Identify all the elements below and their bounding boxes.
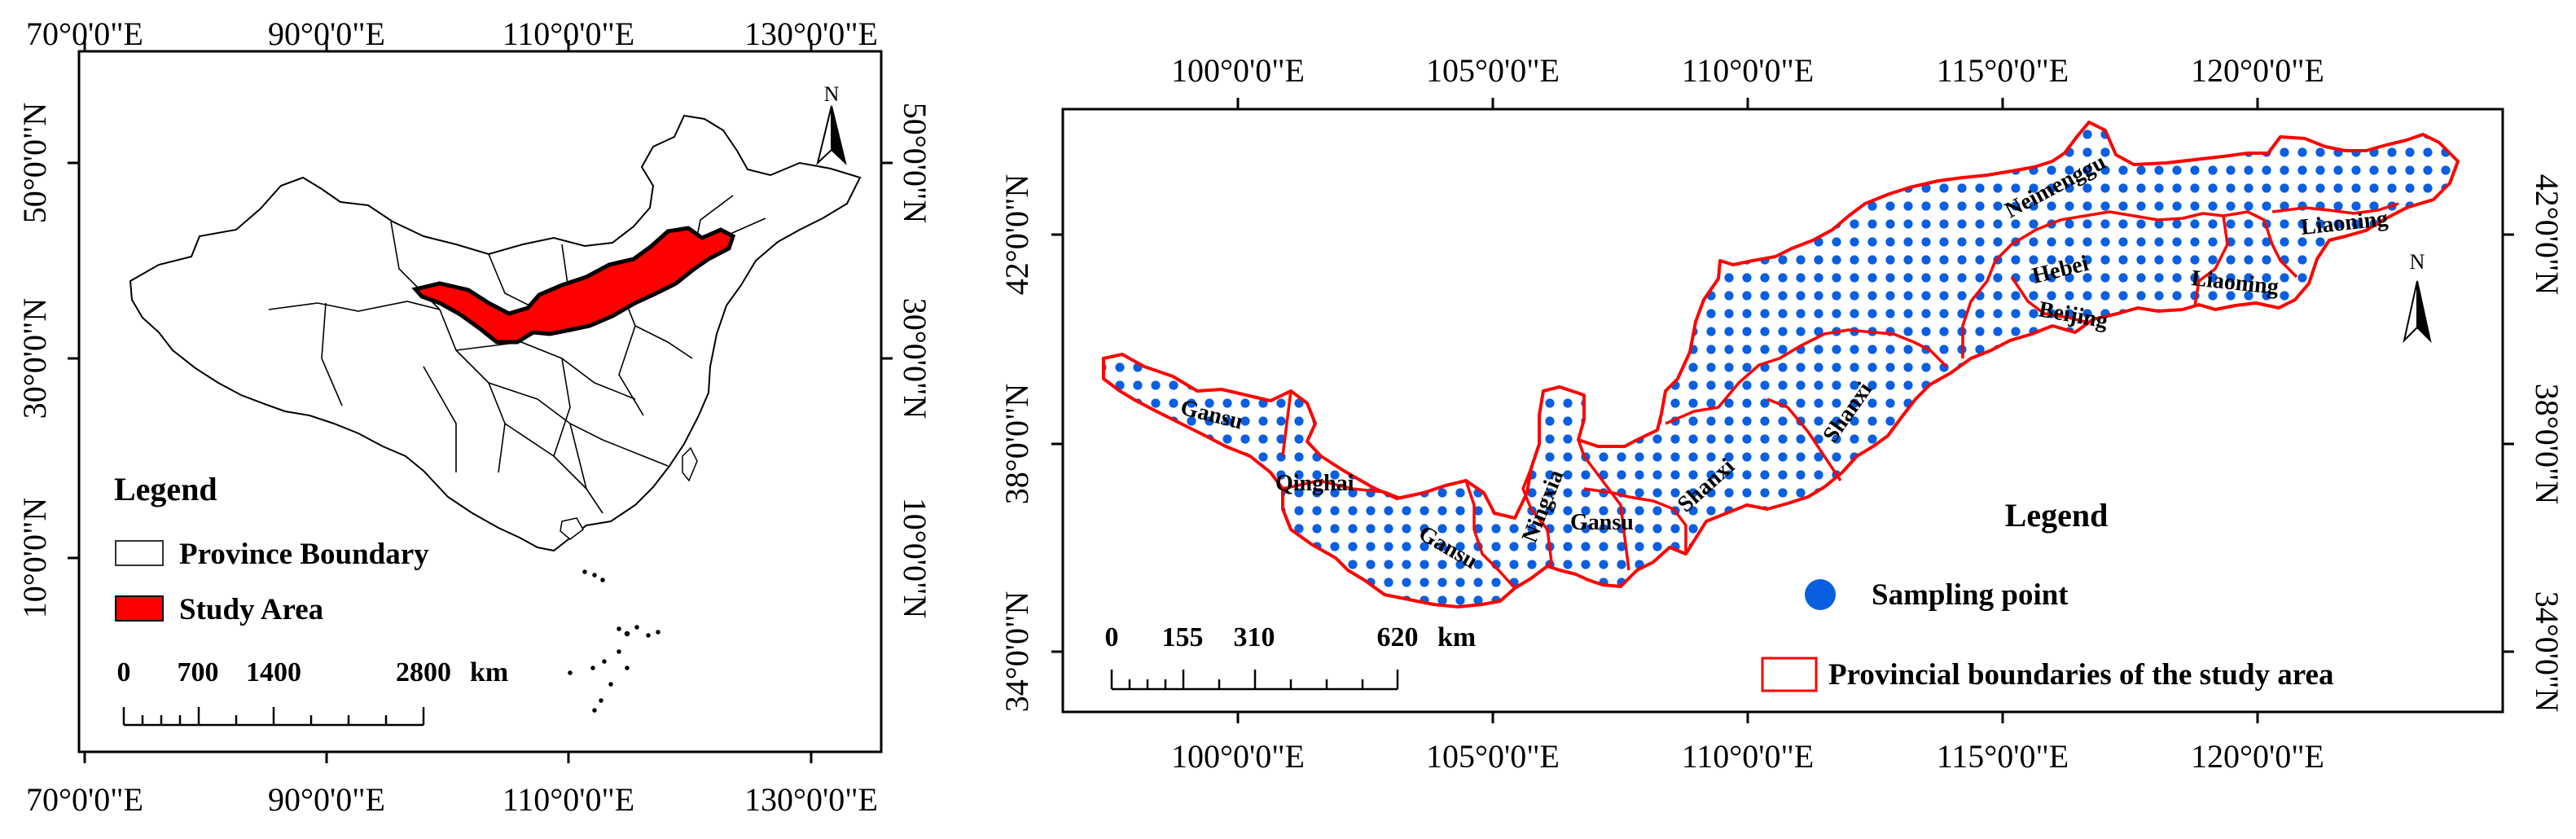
overview-map: 70°0'0"E 90°0'0"E 110°0'0"E 130°0'0"E 70… <box>16 15 933 818</box>
overview-lon-label-top-4: 130°0'0"E <box>744 15 878 52</box>
detail-lat-label-left-1: 42°0'0"N <box>998 174 1035 295</box>
overview-lon-label-bottom-3: 110°0'0"E <box>502 781 634 818</box>
overview-lon-label-top-3: 110°0'0"E <box>502 15 634 52</box>
islands <box>560 446 698 713</box>
overview-lat-label-left-3: 10°0'0"N <box>16 498 53 618</box>
overview-scale-0: 0 <box>117 657 131 687</box>
detail-lon-label-bottom-1: 100°0'0"E <box>1171 738 1305 775</box>
overview-lon-label-bottom-2: 90°0'0"E <box>268 781 385 818</box>
detail-lat-label-left-2: 38°0'0"N <box>998 384 1035 504</box>
detail-legend-item-1: Sampling point <box>1872 578 2069 612</box>
detail-lat-label-left-3: 34°0'0"N <box>998 591 1035 712</box>
overview-legend-item-2: Study Area <box>179 593 323 626</box>
overview-legend-title: Legend <box>114 471 217 507</box>
detail-lon-label-top-1: 100°0'0"E <box>1171 52 1305 89</box>
detail-legend: Legend Sampling point Provincial boundar… <box>1761 497 2333 692</box>
overview-north-arrow: N <box>816 82 847 166</box>
overview-lon-label-top-1: 70°0'0"E <box>26 15 143 52</box>
study-region-sampling-area <box>1102 121 2460 608</box>
sampling-point-dot <box>1805 579 1836 610</box>
detail-scale-155: 155 <box>1162 622 1204 652</box>
detail-legend-title: Legend <box>2005 497 2109 534</box>
detail-lon-label-bottom-2: 105°0'0"E <box>1426 738 1560 775</box>
study-area-region <box>411 226 736 345</box>
detail-lon-label-top-3: 110°0'0"E <box>1682 52 1814 89</box>
province-label-qinghai: Qinghai <box>1275 471 1354 496</box>
overview-lat-label-left-2: 30°0'0"N <box>16 298 53 419</box>
detail-map: 100°0'0"E 105°0'0"E 110°0'0"E 115°0'0"E … <box>998 52 2565 775</box>
detail-lat-label-right-2: 38°0'0"N <box>2529 384 2565 504</box>
study-area-swatch <box>115 595 164 622</box>
province-label-gansu-east: Gansu <box>1570 510 1634 535</box>
detail-legend-item-2: Provincial boundaries of the study area <box>1828 658 2333 692</box>
overview-lon-label-top-2: 90°0'0"E <box>268 15 385 52</box>
detail-north-label: N <box>2410 250 2425 274</box>
detail-lon-label-top-5: 120°0'0"E <box>2191 52 2324 89</box>
detail-north-arrow: N <box>2403 250 2432 344</box>
provincial-boundary-swatch <box>1761 657 1818 692</box>
overview-legend-item-1: Province Boundary <box>179 538 429 571</box>
overview-lon-label-bottom-4: 130°0'0"E <box>744 781 878 818</box>
overview-scale-700: 700 <box>178 657 219 687</box>
overview-lat-label-right-2: 30°0'0"N <box>897 298 933 419</box>
overview-scale-2800: 2800 <box>396 657 451 687</box>
detail-lon-label-top-4: 115°0'0"E <box>1937 52 2069 89</box>
detail-scale-620: 620 <box>1377 622 1419 652</box>
detail-scale-0: 0 <box>1105 622 1119 652</box>
internal-provincial-boundaries <box>1281 202 2399 590</box>
overview-lat-label-left-1: 50°0'0"N <box>16 103 53 223</box>
detail-scale-unit: km <box>1437 622 1476 652</box>
province-boundaries <box>268 195 766 514</box>
overview-lon-label-bottom-1: 70°0'0"E <box>26 781 143 818</box>
detail-lon-label-bottom-5: 120°0'0"E <box>2191 738 2324 775</box>
overview-north-label: N <box>824 82 840 106</box>
detail-ticks <box>1051 98 2514 723</box>
detail-lon-label-bottom-4: 115°0'0"E <box>1937 738 2069 775</box>
overview-lat-label-right-3: 10°0'0"N <box>897 498 933 618</box>
province-boundary-swatch <box>115 540 164 566</box>
detail-lon-label-top-2: 105°0'0"E <box>1426 52 1560 89</box>
detail-lat-label-right-1: 42°0'0"N <box>2529 174 2565 295</box>
overview-scale-bar: 0 700 1400 2800 km <box>117 657 508 727</box>
detail-lon-label-bottom-3: 110°0'0"E <box>1682 738 1814 775</box>
detail-scale-bar: 0 155 310 620 km <box>1105 622 1476 691</box>
overview-scale-unit: km <box>470 657 508 687</box>
overview-scale-1400: 1400 <box>246 657 301 687</box>
overview-ticks <box>68 40 893 763</box>
overview-legend: Legend Province Boundary Study Area <box>114 471 429 626</box>
overview-lat-label-right-1: 50°0'0"N <box>897 103 933 223</box>
detail-scale-310: 310 <box>1234 622 1275 652</box>
detail-lat-label-right-3: 34°0'0"N <box>2529 591 2565 712</box>
